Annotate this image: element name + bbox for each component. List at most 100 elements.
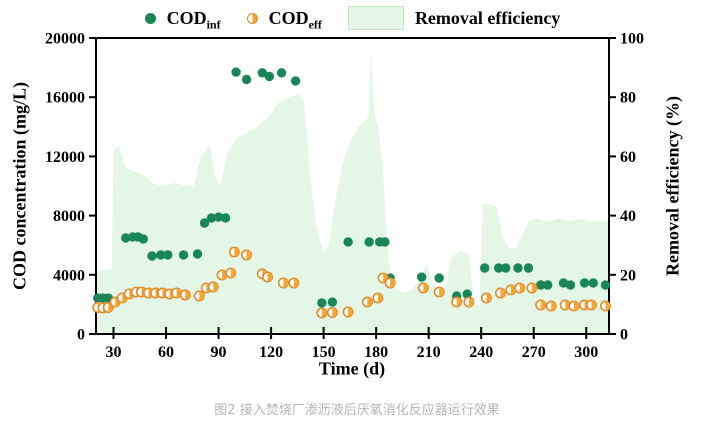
cod-eff-point-half <box>199 291 205 301</box>
cod-inf-point <box>317 298 327 308</box>
cod-inf-point <box>380 237 390 247</box>
legend-label-removal-efficiency: Removal efficiency <box>414 7 561 28</box>
cod-inf-point <box>500 263 511 273</box>
cod-eff-point-half <box>573 301 579 311</box>
x-tick-label: 150 <box>312 344 336 361</box>
cod-eff-point-half <box>230 268 236 278</box>
cod-inf-point <box>163 250 173 260</box>
y-right-tick-label: 20 <box>620 267 636 284</box>
legend-item-removal-efficiency: Removal efficiency <box>347 6 561 30</box>
cod-inf-point <box>523 263 534 273</box>
cod-inf-point <box>199 218 210 228</box>
cod-eff-point-half <box>591 300 597 310</box>
cod-inf-point <box>241 74 252 85</box>
cod-eff-point-half <box>213 282 219 292</box>
x-tick-label: 300 <box>574 344 598 361</box>
removal-efficiency-area <box>96 46 609 335</box>
x-tick-label: 270 <box>522 344 546 361</box>
legend-label-cod-eff: CODeff <box>268 7 322 32</box>
cod-inf-point <box>434 273 444 283</box>
legend-item-cod-inf: CODinf <box>144 7 221 32</box>
cod-inf-point <box>213 212 224 222</box>
cod-inf-point <box>231 67 241 77</box>
cod-inf-point <box>543 280 553 290</box>
y-left-tick-label: 8000 <box>53 208 85 225</box>
cod-eff-point-half <box>293 278 299 288</box>
cod-eff-point-half <box>332 307 338 318</box>
figure-caption: 图2 接入焚烧厂渗沥液后厌氧消化反应器运行效果 <box>214 403 500 418</box>
cod-inf-point <box>565 280 576 290</box>
cod-inf-point <box>264 71 275 82</box>
y-left-tick-label: 4000 <box>53 267 85 284</box>
cod-inf-point <box>257 68 268 78</box>
cod-inf-point <box>138 234 148 244</box>
cod-inf-point <box>206 213 217 223</box>
cod-inf-point <box>479 263 490 273</box>
cod-eff-point-half <box>439 287 444 297</box>
cod-eff-point-half <box>390 278 395 288</box>
cod-inf-point <box>156 250 166 260</box>
cod-eff-point-half <box>605 301 611 311</box>
cod-inf-point <box>364 237 374 247</box>
y-axis-right-title: Removal efficiency (%) <box>662 96 683 276</box>
cod-inf-point <box>220 213 231 223</box>
legend: CODinf CODeff Removal efficiency <box>96 1 609 35</box>
cod-eff-point-half <box>267 272 273 282</box>
cod-inf-point <box>178 250 189 260</box>
cod-eff-point-half <box>423 283 429 293</box>
cod-inf-point <box>276 68 287 78</box>
x-tick-label: 120 <box>259 344 283 361</box>
x-tick-label: 240 <box>469 344 493 361</box>
y-right-tick-label: 100 <box>620 31 644 48</box>
y-left-tick-label: 16000 <box>45 90 85 107</box>
cod-eff-point-half <box>531 283 537 293</box>
cod-eff-point-half <box>185 290 190 300</box>
x-axis-title: Time (d) <box>318 358 386 379</box>
legend-item-cod-eff: CODeff <box>246 7 322 32</box>
y-right-tick-label: 0 <box>620 327 628 344</box>
cod-eff-point-half <box>456 297 462 307</box>
cod-inf-marker-icon <box>144 12 156 24</box>
legend-label-cod-inf: CODinf <box>166 7 221 32</box>
cod-eff-point-half <box>551 301 556 311</box>
cod-eff-point-half <box>234 247 240 257</box>
cod-inf-point <box>416 272 427 282</box>
cod-eff-point-half <box>540 300 546 310</box>
y-left-tick-label: 0 <box>77 327 85 344</box>
cod-eff-point-half <box>321 308 327 318</box>
plot-frame <box>95 37 610 335</box>
x-tick-label: 30 <box>106 344 122 361</box>
cod-inf-point <box>343 237 353 247</box>
x-tick-label: 180 <box>364 344 388 361</box>
removal-efficiency-swatch-icon <box>347 6 404 30</box>
x-tick-label: 210 <box>417 344 441 361</box>
cod-eff-point-half <box>367 297 373 307</box>
cod-inf-point <box>192 249 203 259</box>
cod-inf-point <box>290 76 301 86</box>
cod-inf-point <box>462 289 472 299</box>
cod-eff-point-half <box>468 297 474 307</box>
cod-inf-point <box>327 297 338 307</box>
cod-eff-marker-icon <box>246 12 258 24</box>
cod-eff-point-half <box>519 283 525 293</box>
cod-eff-point-half <box>377 293 383 303</box>
cod-eff-point-half <box>283 278 289 288</box>
y-left-tick-label: 12000 <box>45 149 85 166</box>
y-right-tick-label: 80 <box>620 90 636 107</box>
cod-inf-point <box>513 263 523 273</box>
cod-inf-point <box>121 233 131 243</box>
cod-inf-point <box>588 278 598 288</box>
cod-inf-point <box>147 251 157 261</box>
cod-eff-point-half <box>246 250 252 260</box>
cod-inf-point <box>600 280 611 290</box>
cod-eff-point-half <box>348 307 353 317</box>
x-tick-label: 60 <box>158 344 174 361</box>
y-axis-left-title: COD concentration (mg/L) <box>9 82 30 290</box>
y-left-tick-label: 20000 <box>45 31 85 48</box>
x-tick-label: 90 <box>211 344 227 361</box>
cod-inf-point <box>536 280 546 290</box>
cod-eff-point-half <box>486 293 492 303</box>
y-right-tick-label: 40 <box>620 208 636 225</box>
